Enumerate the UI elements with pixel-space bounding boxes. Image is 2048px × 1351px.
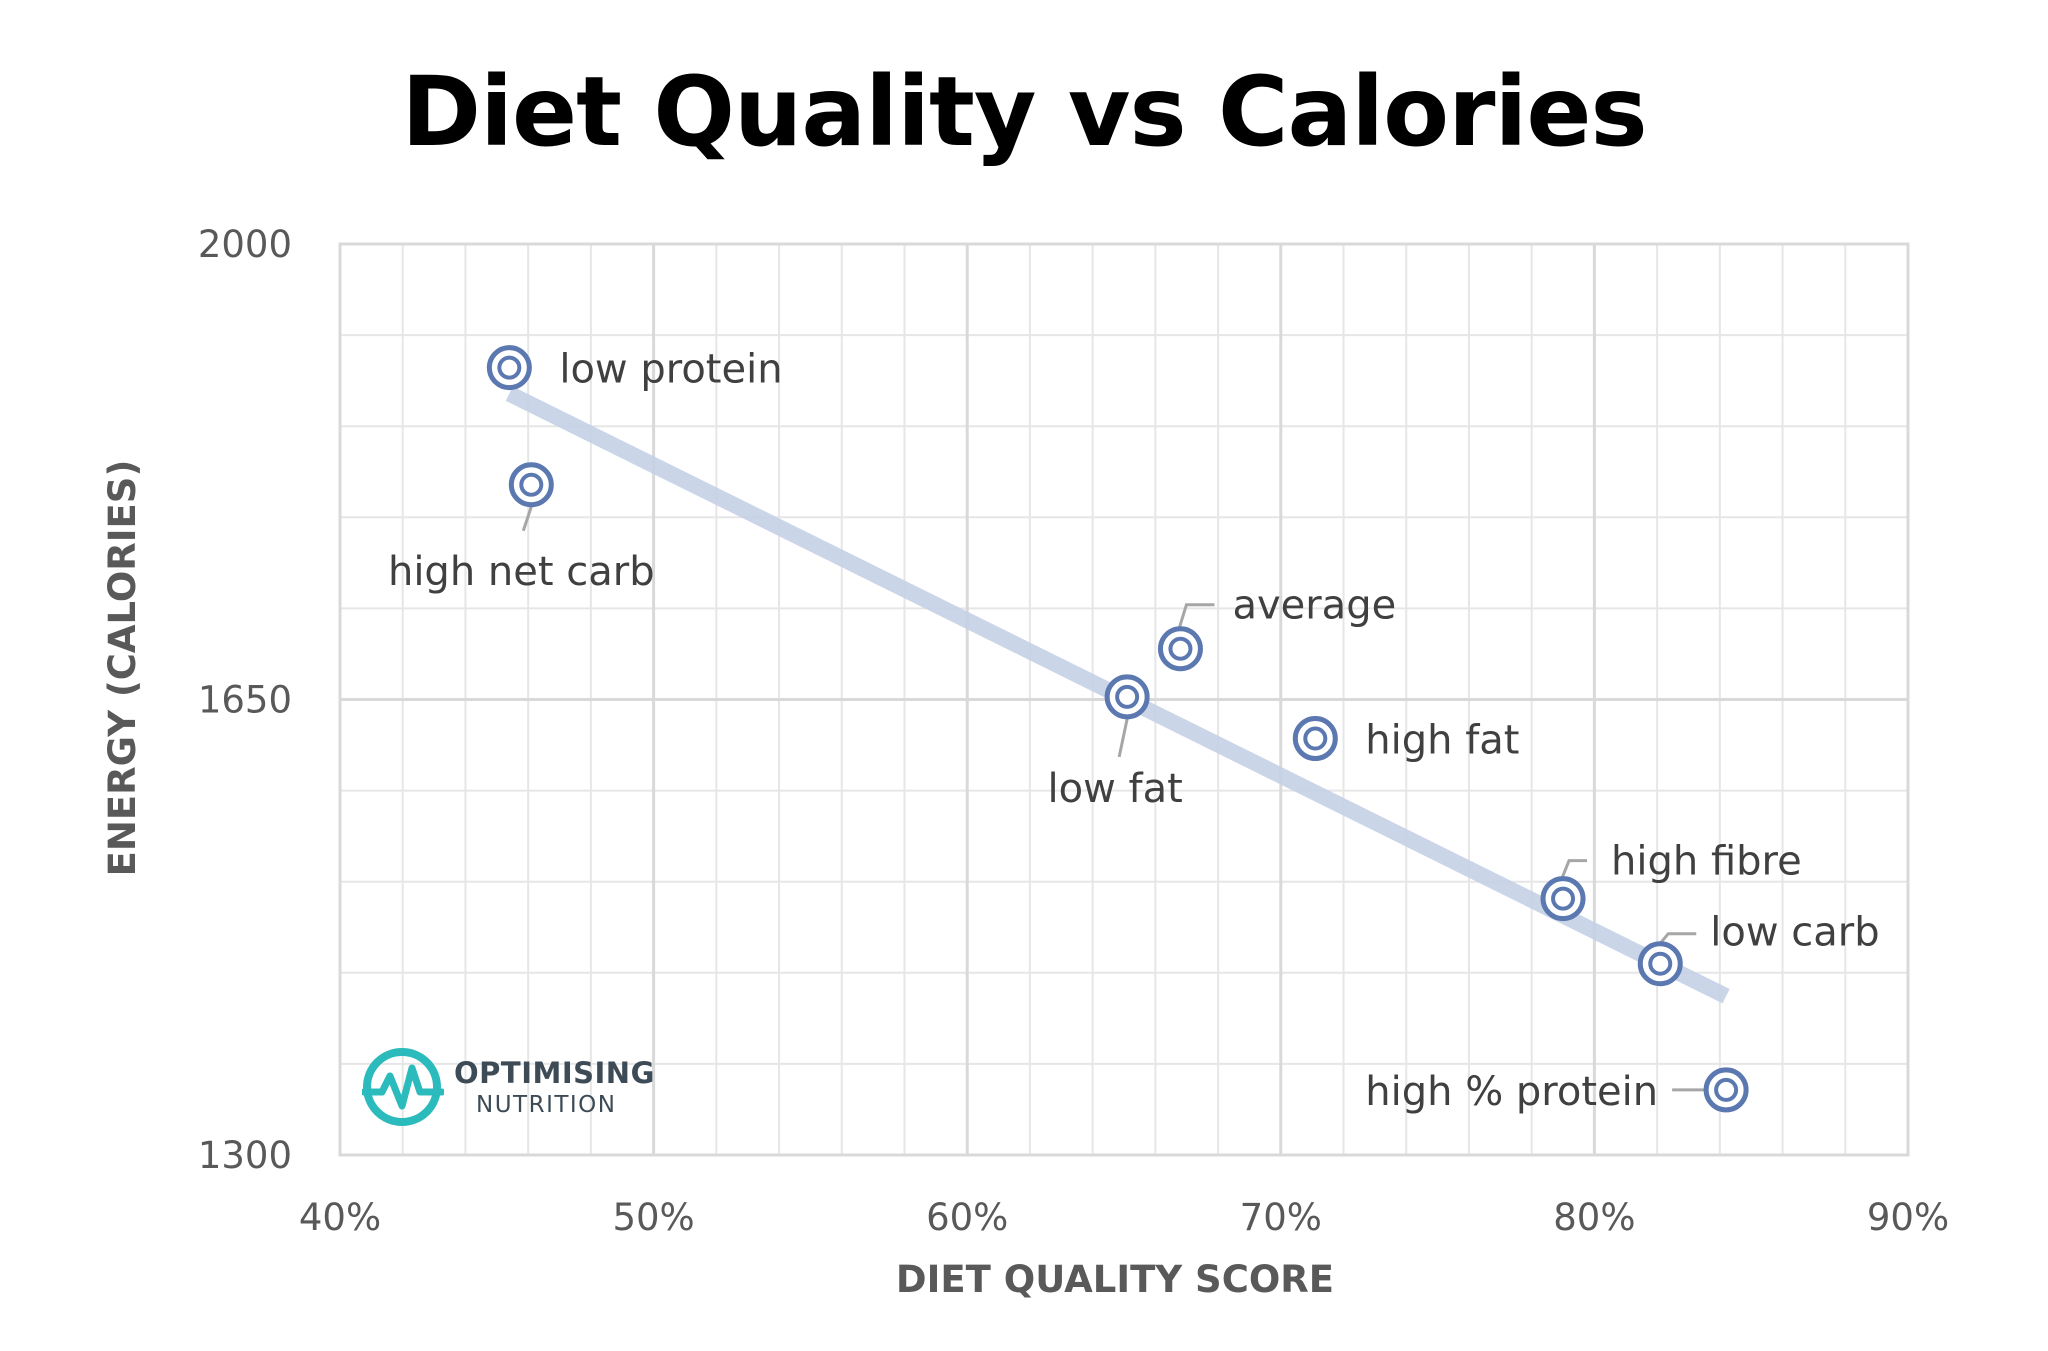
leader-line: [1559, 859, 1588, 882]
leader-line: [1177, 603, 1215, 632]
marker-inner-ring: [1648, 951, 1673, 976]
data-label: high fat: [1365, 718, 1519, 764]
marker-inner-ring: [497, 355, 522, 380]
marker-inner-ring: [1168, 636, 1193, 661]
data-label: high fibre: [1611, 839, 1802, 885]
chart-title: Diet Quality vs Calories: [401, 56, 1647, 168]
x-tick-label: 90%: [1867, 1196, 1949, 1239]
logo-text-top: OPTIMISING: [454, 1056, 655, 1090]
data-label: low fat: [1047, 766, 1182, 812]
leader-line: [521, 506, 533, 532]
marker-inner-ring: [1714, 1077, 1739, 1102]
data-point: [1292, 716, 1338, 762]
y-tick-label: 1650: [198, 679, 292, 722]
data-label: low carb: [1710, 910, 1879, 956]
x-tick-label: 40%: [299, 1196, 381, 1239]
data-point: [1157, 626, 1203, 672]
data-label: high net carb: [388, 549, 655, 595]
logo-text-bottom: NUTRITION: [476, 1092, 617, 1118]
x-tick-label: 80%: [1553, 1196, 1635, 1239]
x-tick-labels: 40% 50% 60% 70% 80% 90%: [299, 1196, 1949, 1239]
data-labels: low protein high net carb average low fat hi…: [388, 347, 1880, 1115]
brand-logo: OPTIMISING NUTRITION: [362, 1046, 662, 1128]
x-axis-title: DIET QUALITY SCORE: [896, 1258, 1334, 1301]
marker-inner-ring: [1551, 886, 1576, 911]
marker-inner-ring: [1115, 684, 1140, 709]
marker-inner-ring: [1303, 726, 1328, 751]
y-tick-label: 1300: [198, 1134, 292, 1177]
y-axis-title: ENERGY (CALORIES): [101, 460, 144, 877]
data-point: [1104, 674, 1150, 720]
data-point: [508, 462, 554, 508]
data-label: average: [1232, 583, 1396, 629]
data-point: [486, 345, 532, 391]
data-point: [1637, 941, 1683, 987]
data-markers: [486, 345, 1749, 1113]
data-point: [1540, 876, 1586, 922]
x-tick-label: 50%: [612, 1196, 694, 1239]
x-tick-label: 60%: [926, 1196, 1008, 1239]
logo-pulse-icon: [362, 1048, 444, 1126]
y-tick-label: 2000: [198, 223, 292, 266]
plot-border: [338, 242, 1910, 1157]
x-tick-label: 70%: [1240, 1196, 1322, 1239]
data-label: high % protein: [1365, 1069, 1658, 1115]
major-gridlines: [338, 242, 1910, 1157]
data-point: [1703, 1067, 1749, 1113]
data-label: low protein: [559, 347, 782, 393]
marker-inner-ring: [519, 472, 544, 497]
y-tick-labels: 1300 1650 2000: [198, 223, 292, 1177]
leader-line: [1117, 718, 1129, 758]
